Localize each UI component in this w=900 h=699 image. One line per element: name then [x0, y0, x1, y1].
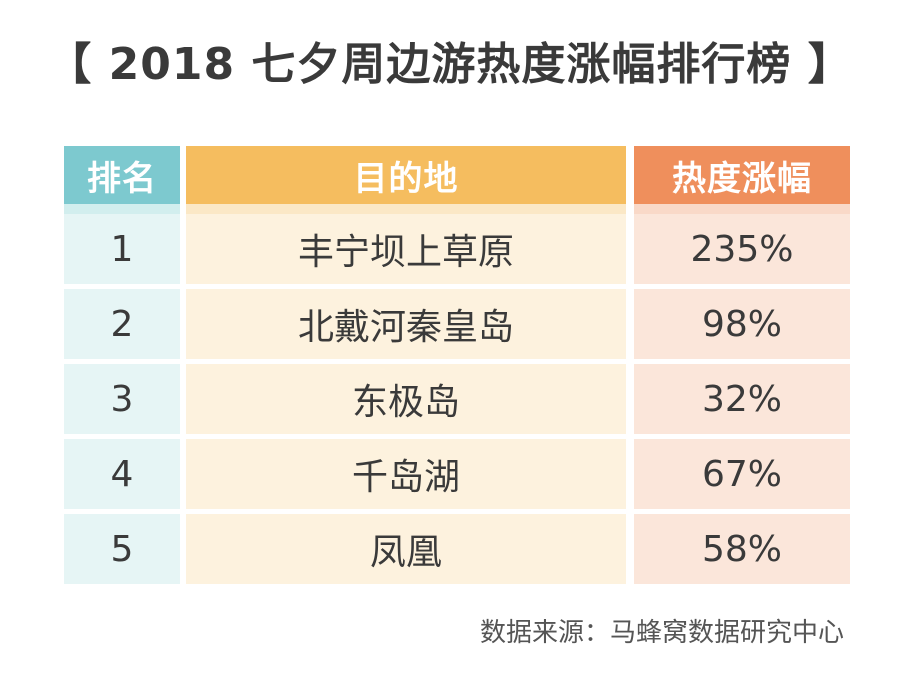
rank-cell: 3 [64, 364, 180, 434]
page-title: 【 2018 七夕周边游热度涨幅排行榜 】 [47, 39, 853, 90]
heat-rise-cell: 58% [634, 514, 850, 584]
header-band-destination [186, 204, 626, 214]
destination-cell: 北戴河秦皇岛 [186, 289, 626, 359]
destination-cell: 丰宁坝上草原 [186, 214, 626, 284]
destination-cell: 东极岛 [186, 364, 626, 434]
rank-cell: 5 [64, 514, 180, 584]
header-band-rank [64, 204, 180, 214]
heat-rise-cell: 67% [634, 439, 850, 509]
heat-rise-cell: 235% [634, 214, 850, 284]
rank-cell: 4 [64, 439, 180, 509]
column-header-rank: 排名 [64, 146, 180, 204]
heat-rise-cell: 32% [634, 364, 850, 434]
heat-rise-cell: 98% [634, 289, 850, 359]
column-header-destination: 目的地 [186, 146, 626, 204]
rank-cell: 1 [64, 214, 180, 284]
column-header-heat-rise: 热度涨幅 [634, 146, 850, 204]
header-band-heat-rise [634, 204, 850, 214]
destination-cell: 千岛湖 [186, 439, 626, 509]
rank-cell: 2 [64, 289, 180, 359]
destination-cell: 凤凰 [186, 514, 626, 584]
data-source-note: 数据来源：马蜂窝数据研究中心 [479, 618, 844, 648]
